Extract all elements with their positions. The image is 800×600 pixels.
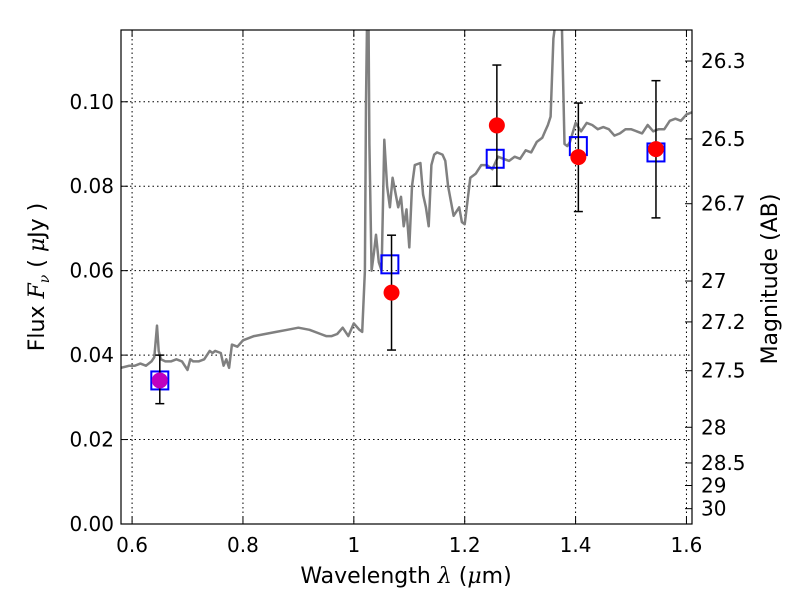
x-tick-label: 0.8 [227,533,259,557]
y2-tick-label: 26.3 [701,49,746,73]
y-tick-label: 0.10 [69,90,114,114]
y2-tick-label: 28 [701,415,726,439]
y2-tick-label: 27.2 [701,310,746,334]
y-tick-label: 0.00 [69,512,114,536]
y-tick-label: 0.02 [69,428,114,452]
y-tick-label: 0.06 [69,259,114,283]
x-tick-label: 1 [347,533,360,557]
y2-tick-label: 30 [701,497,726,521]
observed-point [383,284,400,301]
x-tick-label: 1.2 [449,533,481,557]
grid [121,30,692,525]
markers [150,64,666,405]
y-tick-label: 0.08 [69,174,114,198]
x-tick-label: 1.4 [560,533,592,557]
x-axis-label: Wavelength λ (μm) [300,564,511,589]
y-tick-label: 0.04 [69,343,114,367]
model-point [485,148,505,169]
y2-tick-label: 28.5 [701,451,746,475]
y2-tick-label: 26.5 [701,127,746,151]
x-tick-label: 1.6 [671,533,703,557]
x-tick-label: 0.6 [116,533,148,557]
plot-frame [120,29,693,525]
observed-point [151,372,168,389]
y-axis-label: Flux Fν ( μJy ) [25,203,53,352]
observed-point [570,149,587,166]
y2-tick-label: 27.5 [701,359,746,383]
y2-axis-label: Magnitude (AB) [758,194,783,365]
spectrum-line [121,30,692,372]
observed-point [488,117,505,134]
plot-area [121,30,692,372]
y2-tick-label: 27 [701,269,726,293]
y2-tick-label: 29 [701,473,726,497]
axis-ticks: 0.6 0.8 1 1.2 1.4 1.6 0.00 0.02 0.04 0.06 0.08 0.10… [69,30,746,557]
model-point [380,254,400,275]
observed-point [647,141,664,158]
y2-tick-label: 26.7 [701,192,746,216]
